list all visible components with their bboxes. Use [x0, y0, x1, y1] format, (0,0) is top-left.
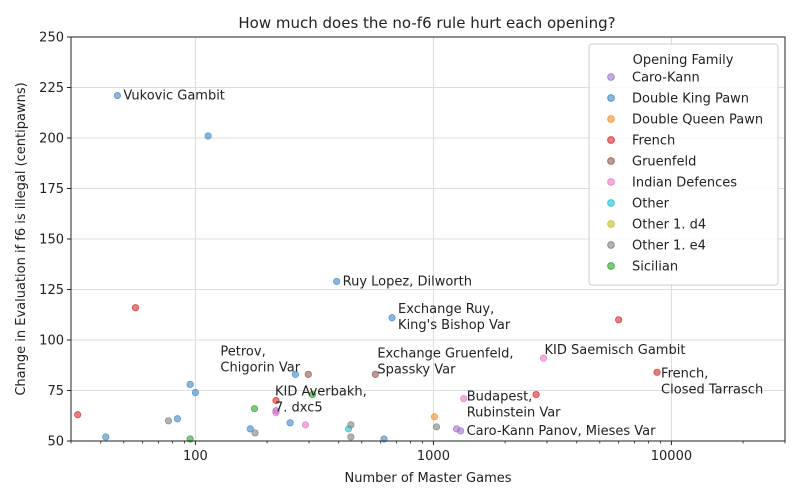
legend-label: Indian Defences	[632, 176, 737, 191]
annotation-label: Exchange Gruenfeld, Spassky Var	[377, 346, 513, 377]
data-point	[304, 370, 312, 378]
y-tick-label: 150	[39, 233, 64, 248]
annotation-label: Caro-Kann Panov, Mieses Var	[467, 424, 657, 439]
legend-items: Caro-Kann Double King Pawn Double Queen Pa…	[607, 71, 763, 275]
legend-marker	[607, 262, 615, 270]
data-point	[432, 423, 441, 431]
legend-marker	[607, 178, 615, 186]
data-point	[272, 409, 280, 417]
annotation-label: Petrov, Chigorin Var	[220, 344, 300, 375]
legend: Opening Family Caro-Kann Double King Pawn…	[588, 43, 779, 286]
data-point	[308, 390, 316, 399]
data-point	[191, 388, 200, 397]
legend-marker	[607, 220, 615, 228]
data-point	[74, 411, 82, 419]
legend-label: Double King Pawn	[632, 92, 749, 107]
legend-marker	[607, 115, 615, 123]
data-point	[102, 433, 110, 441]
legend-label: Caro-Kann	[632, 71, 700, 86]
data-point	[250, 405, 259, 413]
legend-marker	[607, 199, 615, 207]
legend-marker	[607, 94, 615, 102]
y-tick-label: 250	[39, 31, 64, 46]
data-point	[333, 277, 341, 286]
x-tick-label: 1000	[417, 449, 450, 464]
data-point	[204, 132, 212, 140]
data-point	[539, 354, 548, 362]
legend-marker	[607, 241, 615, 249]
data-point	[251, 429, 259, 437]
legend-marker	[607, 136, 615, 144]
legend-box	[588, 43, 779, 286]
annotation-label: Budapest, Rubinstein Var	[467, 390, 561, 421]
annotation-label: KID Saemisch Gambit	[544, 343, 685, 358]
data-point	[131, 304, 140, 312]
data-point	[173, 415, 182, 423]
data-point	[460, 394, 468, 403]
data-point	[164, 417, 173, 425]
y-tick-label: 200	[39, 132, 64, 147]
data-point	[653, 368, 661, 376]
x-axis-label: Number of Master Games	[344, 471, 511, 486]
data-point	[286, 419, 294, 427]
data-point	[186, 380, 194, 389]
x-axis-ticks: 100 1000 10000	[70, 441, 786, 464]
data-point	[301, 421, 310, 429]
data-point	[456, 427, 465, 435]
data-point	[532, 390, 540, 399]
data-point	[347, 421, 355, 429]
annotation-label: Ruy Lopez, Dilworth	[343, 274, 472, 289]
data-point	[272, 396, 280, 405]
legend-marker	[607, 73, 615, 81]
y-tick-label: 75	[47, 384, 64, 399]
y-tick-label: 100	[39, 334, 64, 349]
data-points	[74, 91, 661, 443]
data-point	[347, 433, 355, 441]
data-point	[371, 370, 379, 378]
legend-label: French	[632, 134, 675, 149]
y-axis-label: Change in Evaluation if f6 is illegal (c…	[14, 82, 29, 395]
y-axis-ticks: 50 75 100 125 150 175 200 225 250	[39, 31, 71, 450]
y-tick-label: 50	[47, 435, 64, 450]
annotations: Vukovic Gambit Ruy Lopez, Dilworth Exchang…	[123, 89, 763, 439]
x-tick-label: 100	[183, 449, 208, 464]
legend-title: Opening Family	[633, 53, 734, 68]
data-point	[388, 314, 396, 322]
data-point	[113, 91, 122, 100]
annotation-label: French, Closed Tarrasch	[661, 366, 763, 397]
legend-marker	[607, 157, 615, 165]
legend-label: Other 1. d4	[632, 218, 706, 233]
data-point	[615, 316, 623, 324]
y-tick-label: 125	[39, 283, 64, 298]
legend-label: Other 1. e4	[632, 239, 706, 254]
data-point	[291, 370, 299, 378]
chart-title: How much does the no-f6 rule hurt each o…	[238, 14, 615, 32]
legend-label: Other	[632, 197, 670, 212]
data-point	[430, 413, 439, 421]
y-tick-label: 175	[39, 182, 64, 197]
data-point	[246, 425, 254, 433]
legend-label: Gruenfeld	[632, 155, 696, 170]
legend-label: Double Queen Pawn	[632, 113, 763, 128]
legend-label: Sicilian	[632, 260, 678, 275]
annotation-label: Exchange Ruy, King's Bishop Var	[398, 302, 511, 333]
y-tick-label: 225	[39, 81, 64, 96]
annotation-label: Vukovic Gambit	[123, 89, 225, 104]
annotation-label: KID Averbakh, 7. dxc5	[275, 385, 367, 416]
x-tick-label: 10000	[651, 449, 692, 464]
